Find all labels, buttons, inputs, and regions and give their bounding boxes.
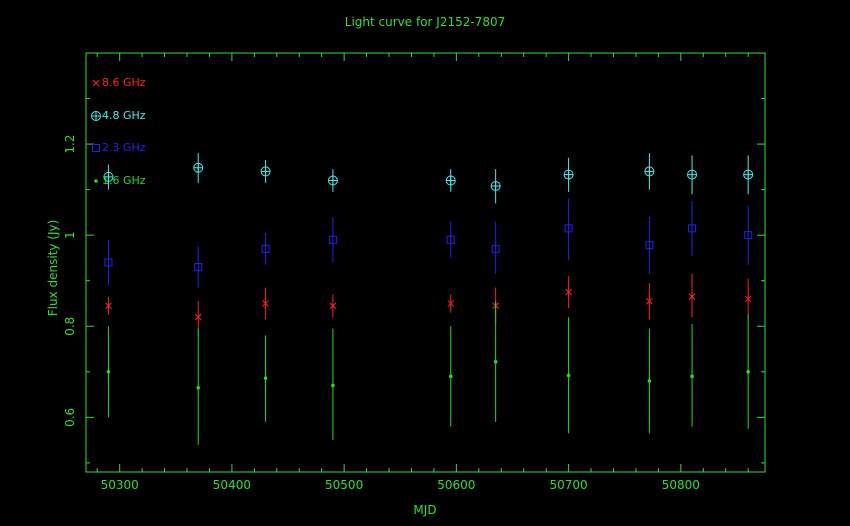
x-marker bbox=[92, 79, 100, 87]
dot-marker bbox=[196, 385, 201, 390]
y-tick-label: 1 bbox=[63, 231, 77, 239]
x-tick-label: 50500 bbox=[325, 478, 363, 492]
legend-label: 1.6 GHz bbox=[102, 174, 146, 187]
dot-marker bbox=[493, 359, 498, 364]
legend: 8.6 GHz 4.8 GHz 2.3 GHz 1.6 GHz bbox=[91, 76, 146, 187]
x-marker bbox=[565, 288, 572, 296]
x-marker bbox=[646, 297, 653, 305]
plot-frame bbox=[85, 52, 766, 473]
y-axis-label: Flux density (Jy) bbox=[46, 220, 60, 317]
x-marker bbox=[688, 293, 696, 301]
square-marker bbox=[328, 235, 337, 244]
data-marks bbox=[103, 153, 754, 445]
square-marker bbox=[564, 224, 573, 233]
y-tick-label: 0.6 bbox=[63, 408, 77, 427]
dot-marker bbox=[448, 374, 453, 379]
x-tick-label: 50800 bbox=[662, 478, 700, 492]
dot-marker bbox=[690, 374, 694, 379]
dot-marker bbox=[647, 379, 652, 383]
x-marker bbox=[744, 295, 752, 303]
legend-label: 4.8 GHz bbox=[102, 109, 146, 122]
square-marker bbox=[645, 241, 654, 250]
series-1.6-ghz bbox=[106, 301, 750, 445]
y-tick-label: 1.2 bbox=[63, 135, 77, 154]
axis-ticks: 50300 50400 50500 50600 50700 50800 0.6 0.8 1 1.2 bbox=[63, 53, 765, 492]
dot-marker bbox=[746, 370, 750, 374]
y-tick-label: 0.8 bbox=[63, 317, 77, 336]
x-marker bbox=[105, 302, 112, 310]
x-tick-label: 50600 bbox=[437, 478, 475, 492]
series-8.6-ghz bbox=[105, 273, 752, 334]
dot-marker bbox=[566, 373, 571, 378]
square-marker bbox=[688, 224, 697, 233]
legend-label: 8.6 GHz bbox=[102, 76, 146, 89]
dot-marker bbox=[263, 376, 268, 380]
dot-marker bbox=[94, 179, 98, 183]
x-marker bbox=[262, 300, 269, 307]
x-marker bbox=[447, 300, 455, 307]
chart-title: Light curve for J2152-7807 bbox=[345, 15, 505, 29]
x-marker bbox=[194, 313, 202, 321]
x-axis-label: MJD bbox=[413, 503, 436, 517]
series-4.8-ghz bbox=[103, 153, 754, 204]
square-marker bbox=[261, 244, 270, 253]
square-marker bbox=[744, 231, 753, 240]
x-tick-label: 50300 bbox=[101, 478, 139, 492]
square-marker bbox=[194, 263, 203, 272]
x-marker bbox=[329, 302, 337, 310]
dot-marker bbox=[331, 383, 335, 388]
legend-label: 2.3 GHz bbox=[102, 141, 146, 154]
series-2.3-ghz bbox=[104, 198, 753, 288]
square-marker bbox=[446, 235, 455, 244]
x-tick-label: 50400 bbox=[213, 478, 251, 492]
square-marker bbox=[92, 144, 100, 152]
x-tick-label: 50700 bbox=[550, 478, 588, 492]
dot-marker bbox=[106, 370, 111, 374]
square-marker bbox=[104, 258, 113, 267]
square-marker bbox=[491, 244, 500, 253]
